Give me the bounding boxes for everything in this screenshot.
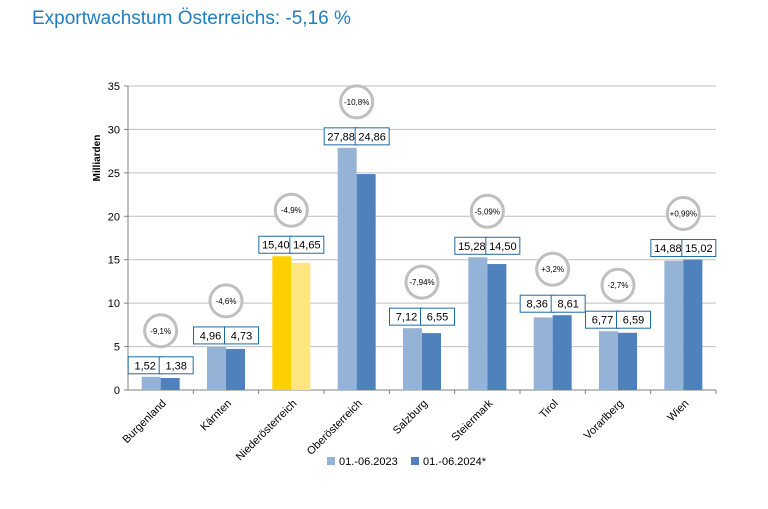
data-label-2023: 7,12 xyxy=(396,312,417,324)
growth-annotation-circle xyxy=(535,251,571,287)
growth-annotation: -9,1% xyxy=(150,327,171,336)
data-label-2023: 14,88 xyxy=(654,243,682,255)
growth-annotation-circle xyxy=(404,264,440,300)
growth-annotation-circle xyxy=(600,267,636,303)
data-label-box xyxy=(289,235,325,254)
y-tick-label: 0 xyxy=(114,385,120,397)
growth-annotation: -10,8% xyxy=(344,98,369,107)
x-tick-label: Tirol xyxy=(537,398,560,421)
bar-2024 xyxy=(160,378,180,390)
page-title: Exportwachstum Österreichs: -5,16 % xyxy=(32,8,351,29)
data-label-2024: 1,38 xyxy=(165,360,186,372)
growth-annotation-circle xyxy=(208,283,244,319)
bar-2023 xyxy=(403,328,422,390)
growth-annotation-circle xyxy=(143,313,179,349)
bar-2024 xyxy=(226,348,245,390)
data-label-2024: 14,50 xyxy=(489,241,517,253)
x-tick-label: Oberösterreich xyxy=(305,398,365,458)
data-label-box xyxy=(420,307,455,326)
legend-swatch xyxy=(327,457,335,465)
bar-2024 xyxy=(291,262,311,390)
data-label-2023: 6,77 xyxy=(592,315,613,327)
legend-label: 01.-06.2024* xyxy=(423,456,487,468)
growth-annotation-circle xyxy=(665,196,701,232)
y-tick-label: 30 xyxy=(108,124,120,136)
y-axis-title: Milliarden xyxy=(92,135,103,182)
data-label-2024: 15,02 xyxy=(685,243,713,255)
data-label-2024: 6,59 xyxy=(623,315,644,327)
y-tick-label: 15 xyxy=(108,255,120,267)
data-label-box xyxy=(485,236,521,255)
data-label-2023: 4,96 xyxy=(200,330,221,342)
bar-2023 xyxy=(272,256,292,390)
growth-annotation-circle xyxy=(469,193,505,229)
y-tick-label: 10 xyxy=(108,298,120,310)
data-label-2023: 27,88 xyxy=(327,131,355,143)
data-label-box xyxy=(354,127,390,146)
growth-annotation: -4,6% xyxy=(216,297,237,306)
bar-2023 xyxy=(599,331,618,390)
x-tick-label: Wien xyxy=(665,398,691,424)
x-tick-label: Kärnten xyxy=(198,398,234,434)
bar-2023 xyxy=(337,147,357,390)
x-tick-label: Niederösterreich xyxy=(234,398,300,464)
bar-2023 xyxy=(141,376,161,390)
data-label-box xyxy=(616,310,651,329)
growth-annotation: -4,9% xyxy=(281,206,302,215)
growth-annotation: -7,94% xyxy=(409,278,434,287)
bar-2024 xyxy=(422,333,441,390)
x-tick-label: Salzburg xyxy=(391,398,430,437)
growth-annotation: -5,09% xyxy=(475,207,500,216)
data-label-2024: 8,61 xyxy=(557,299,578,311)
data-label-2023: 15,28 xyxy=(458,241,486,253)
data-label-2024: 6,55 xyxy=(427,312,448,324)
bar-2024 xyxy=(356,174,376,390)
growth-annotation-circle xyxy=(273,192,309,228)
growth-annotation: +0,99% xyxy=(670,210,697,219)
growth-annotation: +3,2% xyxy=(541,265,564,274)
bar-2024 xyxy=(552,315,572,390)
data-label-2023: 15,40 xyxy=(262,240,290,252)
growth-annotation: -2,7% xyxy=(608,281,629,290)
bar-2023 xyxy=(207,346,226,390)
data-label-2023: 8,36 xyxy=(526,299,547,311)
data-label-2023: 1,52 xyxy=(134,360,155,372)
data-label-2024: 14,65 xyxy=(293,240,321,252)
y-tick-label: 20 xyxy=(108,211,120,223)
bar-2024 xyxy=(487,264,507,390)
y-tick-label: 5 xyxy=(114,342,120,354)
data-label-box xyxy=(224,326,259,345)
bar-2023 xyxy=(664,260,684,390)
data-label-box xyxy=(550,294,586,313)
x-tick-label: Burgenland xyxy=(121,398,169,446)
legend-swatch xyxy=(411,457,419,465)
y-tick-label: 35 xyxy=(108,81,120,93)
data-label-box xyxy=(158,356,194,375)
data-label-box xyxy=(681,239,717,258)
legend-label: 01.-06.2023 xyxy=(339,456,398,468)
bar-2023 xyxy=(533,317,553,390)
growth-annotation-circle xyxy=(339,84,375,120)
data-label-2024: 4,73 xyxy=(231,330,252,342)
bar-2023 xyxy=(468,257,488,390)
bar-2024 xyxy=(683,259,703,390)
x-tick-label: Steiermark xyxy=(449,397,495,443)
data-label-2024: 24,86 xyxy=(358,131,386,143)
bar-2024 xyxy=(618,332,637,390)
x-tick-label: Vorarlberg xyxy=(582,398,626,442)
y-tick-label: 25 xyxy=(108,168,120,180)
